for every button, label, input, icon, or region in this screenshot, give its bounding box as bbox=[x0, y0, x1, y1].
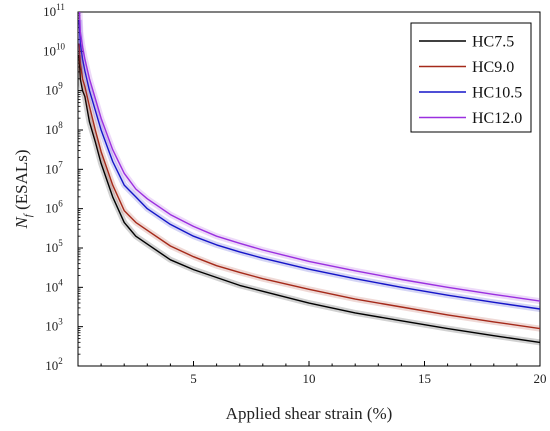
y-tick-label: 103 bbox=[45, 317, 63, 334]
y-tick-label: 102 bbox=[45, 356, 63, 373]
y-axis-title-main: N bbox=[12, 216, 31, 230]
y-tick-label: 108 bbox=[45, 120, 63, 137]
x-tick-label: 20 bbox=[534, 371, 547, 386]
legend-label: HC9.0 bbox=[472, 59, 514, 76]
y-axis-title-sub: f bbox=[22, 212, 34, 217]
y-tick-label: 104 bbox=[45, 277, 63, 294]
series-line-hc10-5 bbox=[78, 19, 540, 310]
legend: HC7.5 HC9.0 HC10.5 HC12.0 bbox=[410, 22, 532, 133]
series-layer bbox=[78, 12, 540, 346]
legend-label: HC7.5 bbox=[472, 34, 514, 51]
y-tick-label: 107 bbox=[45, 159, 63, 176]
y-tick-label: 1010 bbox=[43, 41, 66, 58]
y-tick-label: 105 bbox=[45, 238, 63, 255]
y-axis-title: Nf (ESALs) bbox=[12, 149, 34, 229]
series-line-hc12-0 bbox=[78, 12, 540, 302]
series-line-hc9-0 bbox=[78, 43, 540, 330]
legend-label: HC12.0 bbox=[472, 110, 522, 127]
x-tick-label: 15 bbox=[418, 371, 431, 386]
y-tick-label: 1011 bbox=[43, 2, 65, 19]
x-tick-label: 5 bbox=[190, 371, 197, 386]
x-axis-title: Applied shear strain (%) bbox=[226, 404, 393, 423]
y-axis-title-rest: (ESALs) bbox=[12, 149, 31, 214]
x-tick-label: 10 bbox=[303, 371, 316, 386]
tick-layer: 5 10 15 20 102 103 104 105 106 107 108 109 1010 1011 bbox=[43, 2, 547, 386]
legend-label: HC10.5 bbox=[472, 85, 522, 102]
y-tick-label: 109 bbox=[45, 81, 63, 98]
series-line-hc7-5 bbox=[78, 55, 540, 344]
y-tick-label: 106 bbox=[45, 199, 63, 216]
legend-items: HC7.5 HC9.0 HC10.5 HC12.0 bbox=[419, 34, 522, 127]
